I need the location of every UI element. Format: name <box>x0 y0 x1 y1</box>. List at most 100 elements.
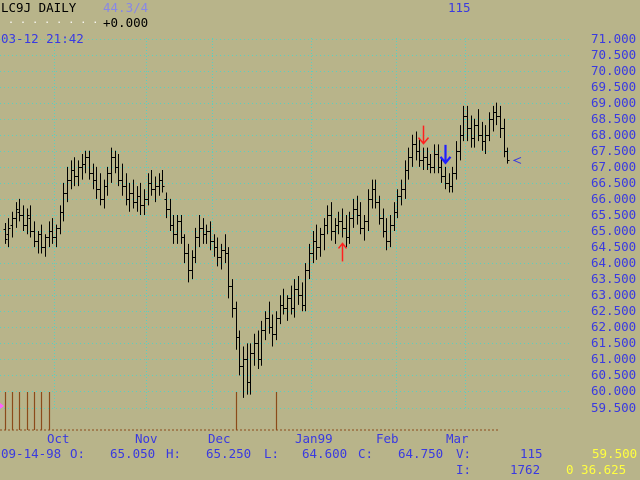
red-down-arrow <box>417 125 430 145</box>
ohlc-bar <box>410 134 415 167</box>
y-tick-label: 68.500 <box>591 111 637 126</box>
ohlc-bar <box>414 131 419 161</box>
y-tick-label: 63.000 <box>591 287 637 302</box>
ohlc-bar <box>351 198 356 228</box>
open-label: O: <box>70 446 86 461</box>
month-label: Dec <box>208 431 231 446</box>
ohlc-bar <box>54 224 59 248</box>
ohlc-bar <box>483 125 488 155</box>
ohlc-bar <box>388 214 393 248</box>
ohlc-bar <box>109 147 114 183</box>
ohlc-bar <box>182 234 187 264</box>
y-tick-label: 60.500 <box>591 367 637 382</box>
interest-value: 1762 <box>510 462 541 477</box>
y-tick-label: 65.000 <box>591 223 637 238</box>
ohlc-bar <box>300 282 305 312</box>
vertical-gridlines <box>54 38 466 408</box>
month-label: Feb <box>376 431 399 446</box>
ohlc-bar <box>425 147 430 171</box>
ohlc-bar <box>17 198 22 222</box>
ohlc-bar <box>491 105 496 132</box>
low-label: L: <box>264 446 280 461</box>
ohlc-bar <box>292 279 297 318</box>
y-tick-label: 62.500 <box>591 303 637 318</box>
ohlc-bar <box>47 221 52 248</box>
ohlc-bar <box>171 214 176 244</box>
horizontal-gridlines <box>0 39 572 409</box>
ohlc-bar <box>146 173 151 206</box>
faded-label: 44.3/4 <box>103 0 149 15</box>
ohlc-bar <box>83 150 88 174</box>
ohlc-bar <box>105 166 110 196</box>
ohlc-bar <box>447 173 452 193</box>
high-label: H: <box>166 446 182 461</box>
y-tick-label: 69.500 <box>591 79 637 94</box>
ohlc-bar <box>366 189 371 232</box>
ohlc-bar <box>395 189 400 219</box>
ohlc-bar <box>190 250 195 280</box>
ohlc-bar <box>436 144 441 174</box>
y-tick-label: 60.000 <box>591 383 637 398</box>
ohlc-bar <box>362 214 367 241</box>
arrow-head <box>337 242 348 249</box>
ohlc-bar <box>142 189 147 215</box>
ohlc-bar <box>392 202 397 232</box>
ohlc-bar <box>14 202 19 228</box>
ohlc-bar <box>450 166 455 193</box>
ohlc-bar <box>498 105 503 138</box>
ohlc-bar <box>98 173 103 206</box>
ohlc-bar <box>58 205 63 235</box>
current-price-marker <box>512 156 522 164</box>
ohlc-bar <box>25 208 30 235</box>
ohlc-bar <box>458 125 463 161</box>
symbol-title: LC9J DAILY <box>1 0 77 15</box>
ohlc-bar <box>237 330 242 376</box>
ohlc-bar <box>417 137 422 167</box>
y-tick-label: 64.000 <box>591 255 637 270</box>
y-tick-label: 63.500 <box>591 271 637 286</box>
ohlc-bar <box>80 154 85 180</box>
ohlc-bar <box>340 208 345 238</box>
ohlc-bar <box>476 109 481 142</box>
ohlc-bar <box>344 214 349 248</box>
ohlc-bar <box>358 202 363 235</box>
ohlc-bar <box>193 227 198 264</box>
ohlc-bar <box>131 179 136 209</box>
ohlc-bar <box>472 118 477 148</box>
ohlc-bar <box>296 275 301 305</box>
ohlc-bar <box>157 173 162 196</box>
ohlc-bar <box>72 157 77 187</box>
ohlc-bar <box>314 224 319 260</box>
annotation-arrows <box>0 125 522 409</box>
ohlc-bar <box>336 211 341 235</box>
y-tick-label: 61.500 <box>591 335 637 350</box>
ohlc-bar <box>160 170 165 193</box>
ohlc-bar <box>381 208 386 238</box>
y-tick-label: 66.500 <box>591 175 637 190</box>
red-up-arrow <box>337 242 348 262</box>
ohlc-bar <box>399 179 404 206</box>
ohlc-bar <box>153 176 158 203</box>
ohlc-bar <box>263 311 268 341</box>
ohlc-bar <box>32 221 37 248</box>
ohlc-bar <box>215 237 220 267</box>
ohlc-bar <box>230 279 235 318</box>
y-tick-label: 67.000 <box>591 159 637 174</box>
ohlc-bar <box>469 115 474 148</box>
y-tick-label: 69.000 <box>591 95 637 110</box>
header-dots: . . . . . . . . <box>8 15 99 26</box>
ohlc-bar <box>212 234 217 257</box>
ohlc-bar <box>270 314 275 347</box>
ohlc-bar <box>443 166 448 190</box>
ohlc-bar <box>245 343 250 395</box>
ohlc-bar <box>234 301 239 350</box>
ohlc-bar <box>69 160 74 190</box>
ohlc-bar <box>256 330 261 369</box>
ohlc-bar <box>281 288 286 315</box>
ohlc-bar <box>454 141 459 180</box>
ohlc-bar <box>197 214 202 248</box>
open-value: 65.050 <box>110 446 156 461</box>
ohlc-bar <box>505 147 510 164</box>
bar-date: 09-14-98 <box>1 446 62 461</box>
